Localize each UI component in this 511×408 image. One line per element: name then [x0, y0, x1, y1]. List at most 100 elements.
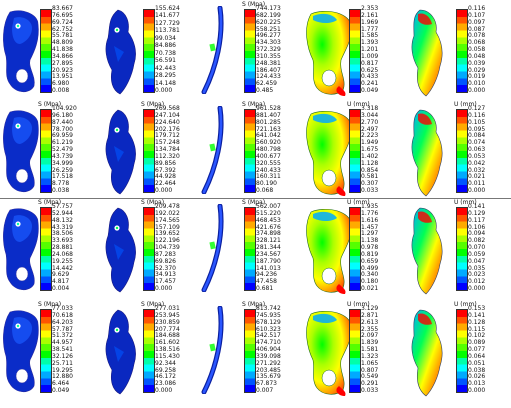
legend-tick-label: 14.148 [155, 79, 176, 87]
legend-tick-label: 0.033 [361, 387, 379, 394]
legend-tick-label: 234.567 [256, 250, 281, 258]
legend-tick-label: 112.320 [155, 152, 180, 160]
legend-tick-label: 558.251 [256, 25, 281, 33]
legend-title: S (Mpa) [242, 301, 266, 308]
left-hip-bone-icon [0, 204, 42, 298]
group-separator-line [0, 198, 511, 199]
legend-tick-label: 8.778 [52, 180, 70, 188]
legend-tick-label: 141.013 [256, 264, 281, 272]
legend-tick-label: 745.935 [256, 311, 281, 319]
legend-tick-label: 1.935 [361, 203, 379, 210]
legend-tick-label: 0.070 [468, 244, 486, 251]
legend-tick-label: 202.176 [155, 125, 180, 133]
right-hip-bone-icon [303, 106, 355, 202]
legend-tick-label: 0.127 [468, 105, 486, 112]
legend-tick-label: 0.010 [468, 80, 486, 88]
legend-tick-label: 0.038 [468, 366, 486, 374]
legend-tick-label: 12.880 [52, 373, 73, 381]
legend-title: S (Mpa) [242, 101, 266, 108]
legend-tick-label: 0.078 [468, 32, 486, 40]
legend-tick-label: 51.372 [52, 332, 73, 340]
legend-tick-label: 0.819 [361, 250, 379, 258]
legend-tick-label: 87.440 [52, 118, 73, 126]
thin-bar-icon [200, 305, 226, 398]
legend-tick-label: 33.693 [52, 237, 73, 245]
contour-panel: U (mm) 3.318 3.044 2.770 2.497 2.223 1.949 1.67… [303, 101, 403, 202]
legend-tick-label: 99.034 [155, 34, 176, 42]
legend-tick-label: 87.283 [155, 250, 176, 258]
legend-tick-label: 23.086 [155, 380, 176, 388]
legend-color-bar [40, 207, 52, 291]
legend-tick-label: 0.051 [468, 359, 486, 367]
legend-tick-label: 0.047 [468, 257, 486, 265]
legend-tick-label: 0.241 [361, 80, 379, 88]
contour-panel: U (mm) 3.129 2.871 2.613 2.355 2.097 1.839 1.58… [303, 301, 403, 402]
legend-tick-label: 92.344 [155, 359, 176, 367]
legend-tick-label: 138.516 [155, 346, 180, 353]
legend-tick-label: 104.739 [155, 244, 180, 251]
legend-tick-label: 560.920 [256, 139, 281, 147]
legend-tick-label: 277.031 [155, 305, 180, 312]
legend-tick-label: 3.044 [361, 111, 379, 119]
legend-color-bar [349, 109, 361, 193]
right-scapula-icon [406, 306, 446, 402]
legend-tick-label: 0.048 [468, 52, 486, 60]
legend-tick-label: 0.082 [468, 237, 486, 245]
legend-tick-label: 25.711 [52, 359, 73, 367]
legend-tick-label: 0.105 [468, 118, 486, 126]
legend-title: U (mm) [454, 101, 477, 108]
legend-tick-label: 52.370 [155, 264, 176, 272]
legend-title: S (Mpa) [141, 101, 165, 108]
legend-tick-label: 77.033 [52, 305, 73, 312]
legend-title: U (mm) [347, 199, 370, 206]
legend-tick-label: 20.923 [52, 66, 73, 74]
legend-tick-label: 0.013 [468, 380, 486, 388]
legend-tick-label: 2.497 [361, 125, 379, 133]
legend-tick-label: 0.049 [52, 387, 70, 394]
legend-tick-label: 1.776 [361, 209, 379, 217]
legend-tick-label: 641.042 [256, 132, 281, 140]
legend-tick-label: 1.949 [361, 139, 379, 147]
legend-tick-label: 186.407 [256, 66, 281, 74]
legend-tick-label: 2.353 [361, 5, 379, 12]
legend-tick-label: 134.784 [155, 146, 180, 153]
legend-tick-label: 328.121 [256, 237, 281, 245]
right-hip-bone-icon [303, 204, 355, 300]
legend-tick-label: 0.102 [468, 332, 486, 340]
legend-tick-label: 515.220 [256, 209, 281, 217]
legend-color-bar [244, 9, 256, 93]
contour-panel: S (Mpa) 562.007 515.220 468.453 421.676 374.8… [200, 199, 300, 300]
contour-panel: S (Mpa) 813.742 745.935 678.129 610.323 542.5… [200, 301, 300, 402]
legend-tick-label: 247.104 [155, 111, 180, 119]
legend-tick-label: 230.859 [155, 318, 180, 326]
legend-tick-label: 3.129 [361, 305, 379, 312]
legend-tick-label: 0.064 [468, 352, 486, 360]
legend-tick-labels: 813.742 745.935 678.129 610.323 542.517 474.7… [256, 306, 296, 397]
legend-tick-label: 27.895 [52, 59, 73, 67]
legend-tick-label: 0.340 [361, 271, 379, 279]
contour-panel: S (Mpa) 104.920 96.180 87.440 78.700 69.959 61… [0, 101, 100, 202]
legend-tick-label: 0.033 [361, 187, 379, 194]
legend-color-bar [40, 309, 52, 393]
legend-tick-labels: 2.353 2.161 1.969 1.777 1.585 1.393 1.201 1.009… [361, 5, 401, 97]
legend-tick-label: 0.307 [361, 180, 379, 188]
legend-title: S (Mpa) [38, 301, 62, 308]
legend-tick-label: 2.161 [361, 11, 379, 19]
contour-panel: 0.116 0.107 0.097 0.087 0.078 0.068 0.058 0.048… [406, 2, 506, 102]
legend-tick-labels: 209.478 192.022 174.565 157.109 139.652 122.1… [155, 204, 195, 295]
legend-tick-label: 0.116 [468, 5, 486, 12]
legend-tick-label: 34.999 [52, 159, 73, 167]
legend-tick-label: 0.141 [468, 203, 486, 210]
legend-tick-label: 0.007 [256, 387, 274, 394]
legend-tick-label: 0.053 [468, 152, 486, 160]
legend-tick-label: 0.049 [361, 87, 379, 94]
legend-title: U (mm) [454, 301, 477, 308]
contour-panel: U (mm) 1.935 1.776 1.616 1.457 1.297 1.138 0.97… [303, 199, 403, 300]
legend-tick-label: 0.035 [468, 264, 486, 272]
legend-tick-label: 69.826 [155, 257, 176, 265]
legend-tick-label: 1.323 [361, 352, 379, 360]
legend-tick-label: 0.063 [468, 146, 486, 153]
contour-panel: S (Mpa) 961.528 881.407 801.285 721.163 641.0… [200, 101, 300, 202]
legend-tick-labels: 277.031 253.945 230.859 207.774 184.688 161.6… [155, 305, 195, 397]
legend-tick-label: 48.809 [52, 39, 73, 47]
